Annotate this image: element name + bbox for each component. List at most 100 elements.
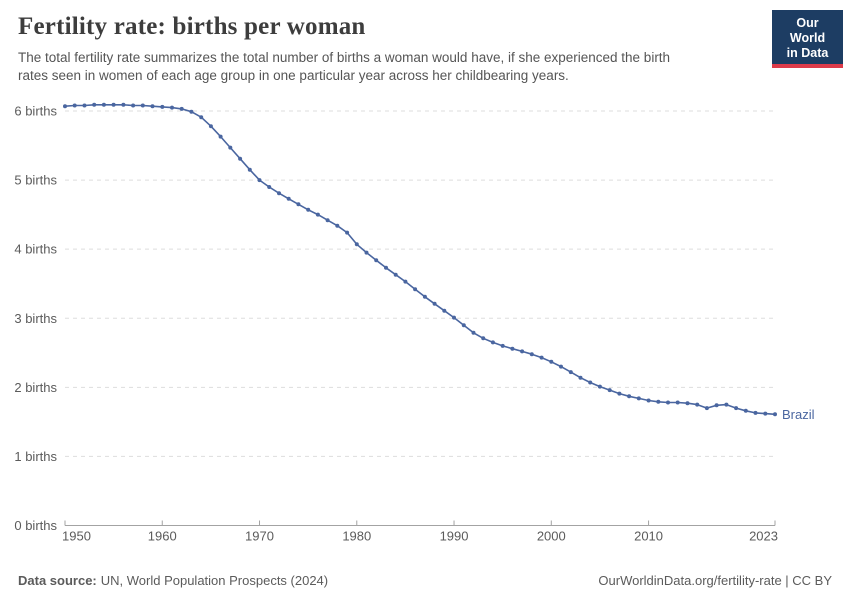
subtitle-line-1: The total fertility rate summarizes the … [18,50,671,65]
data-point[interactable] [374,258,379,263]
owid-logo[interactable]: Our World in Data [772,10,843,68]
data-point[interactable] [704,406,709,411]
data-point[interactable] [627,394,632,399]
x-tick-label: 2010 [634,529,663,544]
data-point[interactable] [140,103,145,108]
data-point[interactable] [578,375,583,380]
data-point[interactable] [500,343,505,348]
data-point[interactable] [481,336,486,341]
data-point[interactable] [277,191,281,196]
y-tick-label: 4 births [14,242,57,257]
data-point[interactable] [753,410,758,415]
data-point[interactable] [520,349,525,354]
page-title: Fertility rate: births per woman [18,13,366,40]
credit-link[interactable]: OurWorldinData.org/fertility-rate | CC B… [598,573,832,588]
data-point[interactable] [452,315,456,320]
data-point[interactable] [549,359,554,364]
x-tick-label: 1950 [62,529,91,544]
data-point[interactable] [325,218,330,223]
data-point[interactable] [490,340,495,345]
y-tick-label: 2 births [14,380,57,395]
data-point[interactable] [121,102,126,107]
data-point[interactable] [286,196,291,201]
data-point[interactable] [617,391,622,396]
data-point[interactable] [393,272,398,277]
data-point[interactable] [646,398,651,403]
data-point[interactable] [150,104,155,109]
data-point[interactable] [724,402,729,407]
data-point[interactable] [208,124,213,129]
data-point[interactable] [597,384,602,389]
gridlines [65,110,775,457]
x-axis-labels: 1950 1960 1970 1980 1990 2000 2010 2023 [62,529,778,544]
data-point[interactable] [228,145,233,150]
data-point[interactable] [539,355,544,360]
x-tick-label: 2023 [749,529,778,544]
data-point[interactable] [345,230,350,235]
data-point[interactable] [199,115,204,120]
data-point[interactable] [773,412,777,417]
data-point[interactable] [354,242,359,247]
data-point[interactable] [636,396,641,401]
data-point[interactable] [267,185,272,189]
data-point[interactable] [247,167,252,172]
data-point[interactable] [296,202,301,207]
data-point[interactable] [656,399,661,404]
data-point[interactable] [510,346,515,351]
data-source-label: Data source: [18,573,97,588]
series-line [64,104,776,416]
data-point[interactable] [384,265,388,270]
x-tick-label: 1980 [342,529,371,544]
x-axis [64,520,776,526]
data-point[interactable] [666,400,670,405]
data-point[interactable] [335,223,340,228]
data-point[interactable] [131,103,136,108]
data-point[interactable] [559,364,563,369]
y-tick-label: 5 births [14,173,57,188]
data-point[interactable] [238,156,243,161]
data-point[interactable] [101,102,106,107]
data-point[interactable] [92,102,97,107]
data-point[interactable] [734,406,739,411]
data-point[interactable] [72,103,77,108]
data-point[interactable] [422,294,427,299]
y-tick-label: 1 births [14,449,57,464]
data-point[interactable] [189,109,194,114]
series-brazil[interactable]: Brazil [63,102,815,422]
data-point[interactable] [714,403,719,408]
data-point[interactable] [160,104,165,109]
data-point[interactable] [413,287,418,292]
data-point[interactable] [461,323,466,328]
subtitle-line-2: rates seen in women of each age group in… [18,68,569,83]
data-point[interactable] [588,380,593,385]
data-point[interactable] [364,250,369,255]
data-point[interactable] [432,301,437,306]
data-point[interactable] [568,370,573,375]
x-tick-label: 1960 [148,529,177,544]
data-point[interactable] [218,134,223,139]
data-point[interactable] [529,352,534,357]
data-point[interactable] [471,330,476,335]
data-point[interactable] [685,401,690,406]
data-point[interactable] [111,102,116,107]
data-point[interactable] [763,411,768,416]
data-point[interactable] [743,408,748,413]
data-point[interactable] [170,105,174,110]
series-end-label[interactable]: Brazil [782,407,815,422]
x-tick-label: 1990 [440,529,469,544]
data-point[interactable] [675,400,680,405]
owid-logo-line-2: in Data [786,46,829,60]
data-point[interactable] [442,308,447,313]
data-point[interactable] [82,103,87,108]
fertility-line-chart[interactable]: 0 births 1 births 2 births 3 births 4 births… [0,89,850,551]
data-point[interactable] [315,212,320,217]
data-point[interactable] [695,402,700,407]
data-point[interactable] [179,106,184,111]
data-point[interactable] [403,279,408,284]
data-point[interactable] [607,388,612,393]
y-tick-label: 6 births [14,104,57,119]
data-point[interactable] [63,104,67,109]
y-tick-label: 0 births [14,518,57,533]
data-point[interactable] [306,207,311,212]
data-point[interactable] [257,178,262,183]
